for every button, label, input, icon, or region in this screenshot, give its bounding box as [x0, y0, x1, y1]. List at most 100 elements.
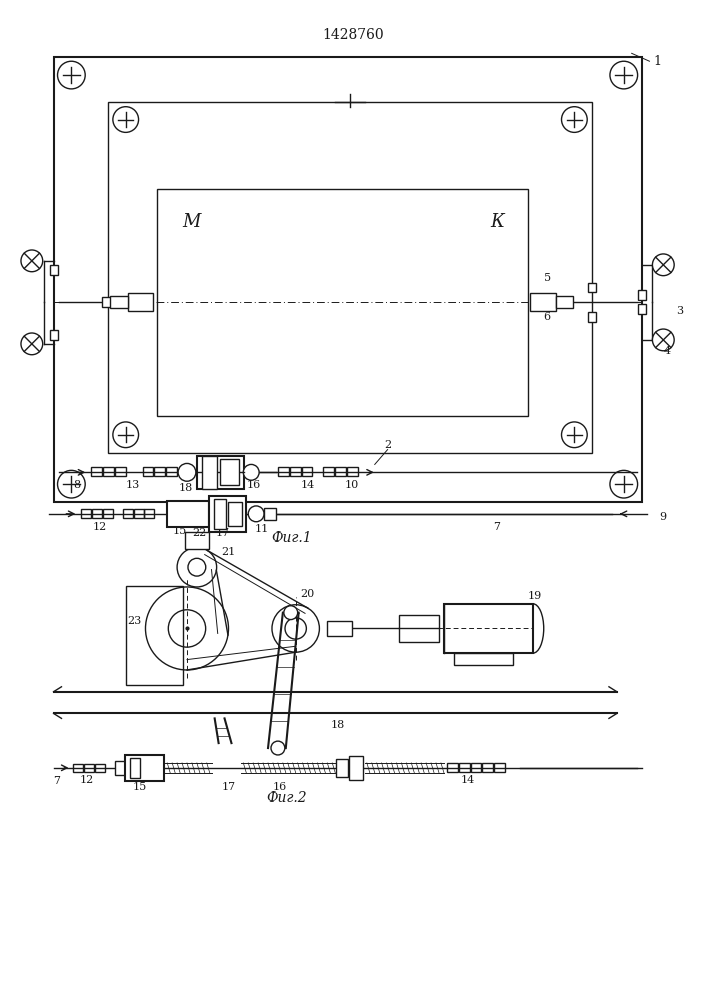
Bar	[115, 761, 124, 775]
Bar	[327, 621, 352, 636]
Bar	[168, 501, 209, 527]
Bar	[134, 509, 144, 518]
Text: 16: 16	[246, 480, 260, 490]
Bar	[290, 467, 300, 476]
Text: 10: 10	[345, 480, 359, 490]
Bar	[638, 290, 645, 300]
Bar	[115, 467, 126, 476]
Bar	[128, 293, 153, 311]
Text: 2: 2	[385, 440, 392, 450]
Bar	[494, 763, 506, 772]
Bar	[588, 312, 596, 322]
Bar	[228, 502, 243, 526]
Bar	[103, 509, 113, 518]
Bar	[349, 756, 363, 780]
Text: 7: 7	[493, 522, 501, 532]
Text: Фиг.2: Фиг.2	[266, 791, 307, 805]
Bar	[92, 509, 102, 518]
Bar	[201, 456, 216, 489]
Bar	[323, 467, 334, 476]
Text: 5: 5	[544, 273, 551, 283]
Circle shape	[271, 741, 285, 755]
Circle shape	[243, 464, 259, 480]
Text: 17: 17	[221, 782, 235, 792]
Bar	[108, 102, 592, 453]
Text: 7: 7	[54, 776, 61, 786]
Bar	[264, 508, 276, 520]
Text: 15: 15	[173, 526, 187, 536]
Bar	[103, 467, 114, 476]
Bar	[124, 755, 164, 781]
Bar	[588, 283, 596, 292]
Bar	[185, 532, 209, 549]
Bar	[444, 604, 533, 653]
Bar	[399, 615, 439, 642]
Text: 22: 22	[192, 528, 206, 538]
Bar	[335, 467, 346, 476]
Text: 9: 9	[660, 512, 667, 522]
Bar	[81, 509, 91, 518]
Circle shape	[21, 333, 42, 355]
Bar	[337, 759, 348, 777]
Bar	[220, 459, 240, 485]
Bar	[84, 764, 94, 772]
Text: 11: 11	[255, 524, 269, 534]
Text: 20: 20	[300, 589, 315, 599]
Circle shape	[284, 606, 298, 620]
Bar	[166, 467, 177, 476]
Bar	[278, 467, 288, 476]
Text: 8: 8	[74, 480, 81, 490]
Bar	[158, 189, 528, 416]
Text: К: К	[491, 213, 504, 231]
Bar	[214, 499, 226, 529]
Circle shape	[653, 329, 674, 351]
Bar	[144, 509, 154, 518]
Bar	[143, 467, 153, 476]
Bar	[530, 293, 556, 311]
Bar	[302, 467, 312, 476]
Bar	[482, 763, 493, 772]
Bar	[129, 758, 139, 778]
Text: 15: 15	[133, 782, 147, 792]
Bar	[74, 764, 83, 772]
Bar	[556, 296, 573, 308]
Text: 6: 6	[544, 312, 551, 322]
Bar	[638, 304, 645, 314]
Bar	[54, 57, 641, 502]
Bar	[49, 265, 57, 275]
Text: 3: 3	[676, 306, 683, 316]
Bar	[102, 297, 112, 307]
Circle shape	[21, 250, 42, 272]
Text: 19: 19	[528, 591, 542, 601]
Text: 18: 18	[330, 720, 344, 730]
Text: 4: 4	[663, 346, 670, 356]
Circle shape	[653, 254, 674, 276]
Text: 14: 14	[461, 775, 475, 785]
Text: 23: 23	[128, 616, 142, 626]
Text: 1: 1	[653, 55, 662, 68]
Text: Фиг.1: Фиг.1	[271, 531, 312, 545]
Bar	[110, 296, 128, 308]
Bar	[91, 467, 102, 476]
Bar	[197, 456, 245, 489]
Bar	[447, 763, 457, 772]
Text: 14: 14	[300, 480, 315, 490]
Circle shape	[248, 506, 264, 522]
Bar	[347, 467, 358, 476]
Bar	[471, 763, 481, 772]
Bar	[459, 763, 469, 772]
Text: 13: 13	[126, 480, 140, 490]
Bar	[126, 586, 183, 685]
Text: 18: 18	[179, 483, 193, 493]
Bar	[123, 509, 133, 518]
Bar	[154, 467, 165, 476]
Text: 1428760: 1428760	[322, 28, 384, 42]
Bar	[95, 764, 105, 772]
Circle shape	[178, 463, 196, 481]
Text: 17: 17	[216, 528, 230, 538]
Text: 16: 16	[273, 782, 287, 792]
Bar	[49, 330, 57, 340]
Text: 12: 12	[93, 522, 107, 532]
Bar	[454, 653, 513, 665]
Bar	[209, 496, 246, 532]
